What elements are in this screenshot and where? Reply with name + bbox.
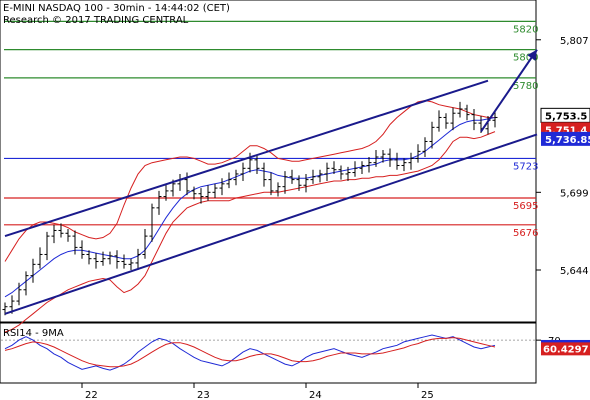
x-tick-label: 23	[197, 390, 210, 400]
price-badge-label: 5,751.4	[545, 125, 587, 136]
level-label-5676: 5676	[513, 228, 538, 239]
rsi-badge-1	[541, 342, 590, 356]
channel-layer	[4, 49, 538, 315]
price-badge-label: 5,736.85	[545, 135, 590, 146]
x-tick-label: 24	[309, 390, 322, 400]
target-arrow-line	[480, 49, 538, 133]
chart-title: E-MINI NASDAQ 100 - 30min - 14:44:02 (CE…	[3, 3, 230, 14]
y-tick-label: 5,644	[560, 266, 589, 277]
price-badge-2	[541, 131, 590, 146]
rsi-badge-label: 60.4297	[543, 344, 589, 355]
x-tick-label: 22	[85, 390, 98, 400]
price-panel-frame	[0, 0, 537, 323]
level-label-5820: 5820	[513, 24, 538, 35]
target-arrow-head	[527, 49, 537, 61]
rsi-layer	[1, 334, 536, 371]
rsi-label: RSI14 - 9MA	[3, 328, 64, 339]
level-label-5723: 5723	[513, 161, 538, 172]
y-tick-label: 5,807	[560, 36, 589, 47]
level-label-5695: 5695	[513, 201, 538, 212]
rsi-line	[4, 334, 496, 371]
axis-layer: 5,8075,6995,64470222324255,753.55,751.45…	[81, 36, 590, 400]
channel-upper-line	[4, 79, 489, 238]
level-label-5800: 5800	[513, 53, 538, 64]
price-badge-label: 5,753.5	[545, 111, 587, 122]
chart-subtitle: Research © 2017 TRADING CENTRAL	[3, 15, 189, 26]
level-label-5780: 5780	[513, 81, 538, 92]
y-tick-label: 5,699	[560, 188, 589, 199]
channel-lower-line	[4, 133, 538, 315]
levels-layer: 5820 5800 5780 5723 5695 5676	[4, 20, 538, 239]
rsi-panel-frame	[0, 322, 537, 384]
x-tick-label: 25	[421, 390, 434, 400]
rsi-ma-line	[4, 337, 496, 368]
bollinger-lower-line	[4, 131, 496, 333]
